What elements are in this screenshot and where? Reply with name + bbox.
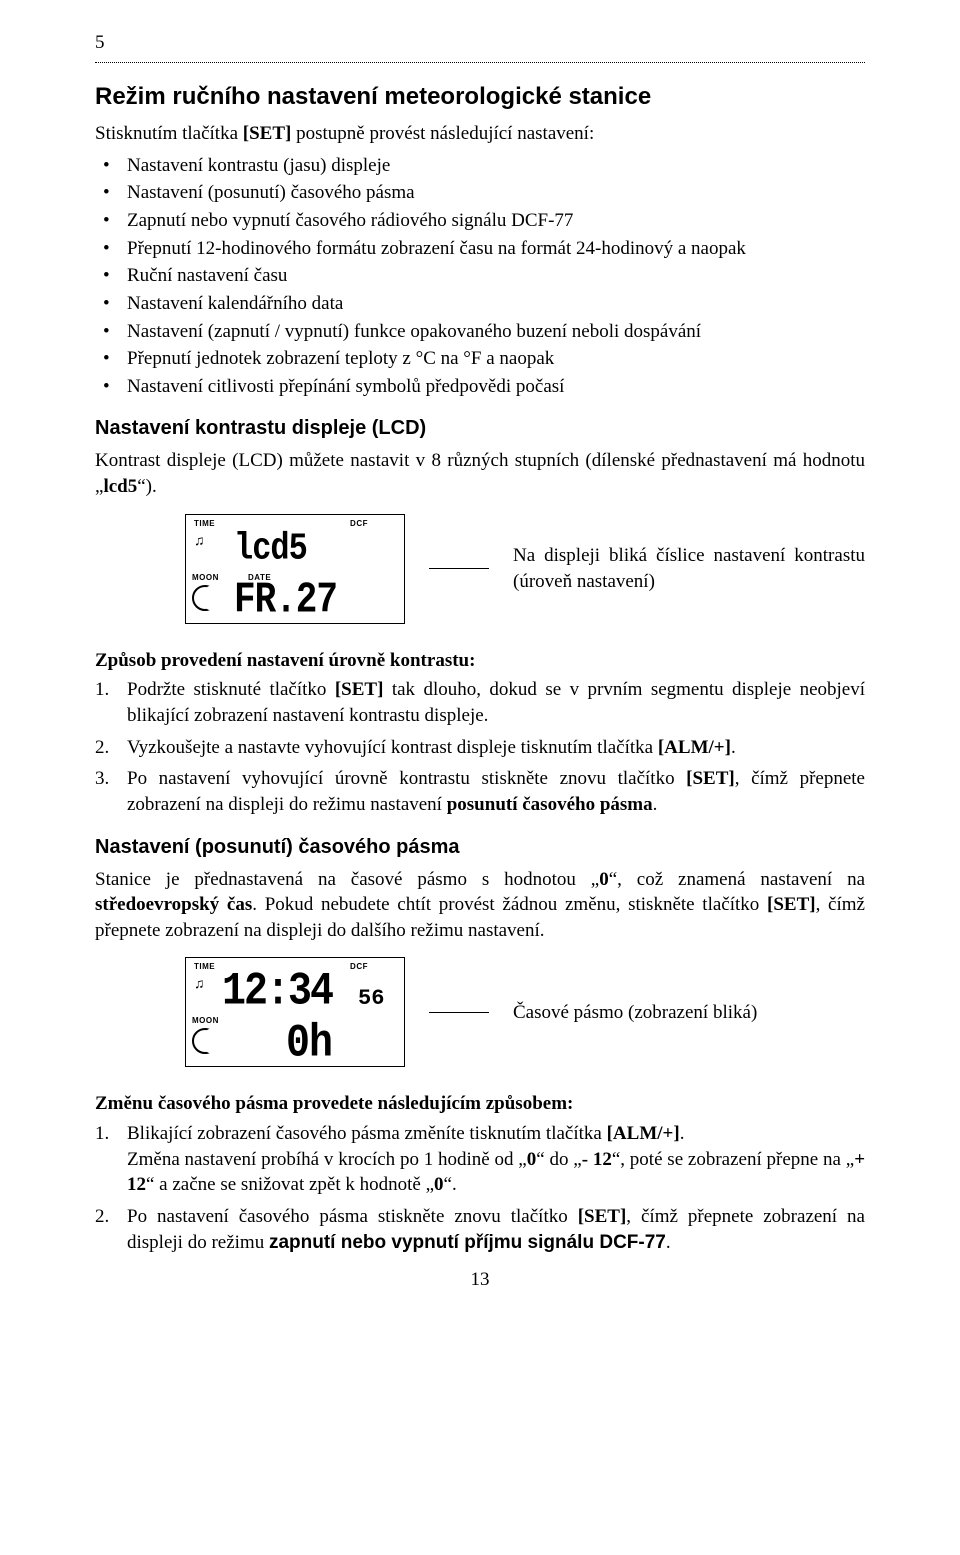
top-divider <box>95 62 865 63</box>
steps-timezone: 1.Blikající zobrazení časového pásma změ… <box>95 1121 865 1255</box>
heading-timezone: Nastavení (posunutí) časového pásma <box>95 834 865 861</box>
list-item: 2.Vyzkoušejte a nastavte vyhovující kont… <box>95 735 865 761</box>
steps-header-timezone: Změnu časového pásma provedete následují… <box>95 1091 865 1117</box>
page-number-bottom: 13 <box>95 1267 865 1293</box>
list-item: Přepnutí 12-hodinového formátu zobrazení… <box>95 236 865 262</box>
lcd-label-dcf: DCF <box>350 519 368 530</box>
list-item: Ruční nastavení času <box>95 263 865 289</box>
bell-icon: ♫ <box>194 533 205 552</box>
list-item: 1.Podržte stisknuté tlačítko [SET] tak d… <box>95 677 865 728</box>
contrast-paragraph: Kontrast displeje (LCD) můžete nastavit … <box>95 448 865 499</box>
step-text: Blikající zobrazení časového pásma změní… <box>127 1123 865 1195</box>
lcd-contrast-caption: Na displeji bliká číslice nastavení kont… <box>513 543 865 594</box>
lcd-contrast-row: TIME DCF MOON DATE ♫ lcd5 FR.27 Na displ… <box>95 514 865 624</box>
lcd-label-moon: MOON <box>192 573 219 584</box>
bell-icon: ♫ <box>194 976 205 995</box>
list-item: 2.Po nastavení časového pásma stiskněte … <box>95 1204 865 1255</box>
list-item: Nastavení (zapnutí / vypnutí) funkce opa… <box>95 319 865 345</box>
heading-contrast: Nastavení kontrastu displeje (LCD) <box>95 415 865 442</box>
page-number-top: 5 <box>95 30 865 56</box>
list-item: Přepnutí jednotek zobrazení teploty z °C… <box>95 346 865 372</box>
heading-main: Režim ručního nastavení meteorologické s… <box>95 81 865 113</box>
leader-line <box>429 568 489 569</box>
lcd-sub-value: 56 <box>358 984 384 1014</box>
lcd-timezone-illustration: TIME DCF MOON ♫ 12:34 56 0h <box>185 957 405 1067</box>
step-text: Vyzkoušejte a nastavte vyhovující kontra… <box>127 737 736 758</box>
lcd-bottom-value: FR.27 <box>234 572 337 630</box>
list-item: 1.Blikající zobrazení časového pásma změ… <box>95 1121 865 1198</box>
moon-icon <box>192 1028 218 1054</box>
moon-icon <box>192 585 218 611</box>
timezone-paragraph: Stanice je přednastavená na časové pásmo… <box>95 867 865 944</box>
lcd-label-dcf: DCF <box>350 962 368 973</box>
step-text: Podržte stisknuté tlačítko [SET] tak dlo… <box>127 679 865 726</box>
list-item: Nastavení kalendářního data <box>95 291 865 317</box>
leader-line <box>429 1012 489 1013</box>
list-item: 3.Po nastavení vyhovující úrovně kontras… <box>95 766 865 817</box>
step-text: Po nastavení vyhovující úrovně kontrastu… <box>127 768 865 815</box>
lcd-bottom-value: 0h <box>286 1014 332 1076</box>
lcd-label-time: TIME <box>194 962 215 973</box>
lcd-timezone-caption: Časové pásmo (zobrazení bliká) <box>513 1000 865 1026</box>
list-item: Nastavení citlivosti přepínání symbolů p… <box>95 374 865 400</box>
lcd-timezone-row: TIME DCF MOON ♫ 12:34 56 0h Časové pásmo… <box>95 957 865 1067</box>
lcd-top-value: lcd5 <box>234 522 307 574</box>
bullet-list: Nastavení kontrastu (jasu) displeje Nast… <box>95 153 865 400</box>
list-item: Nastavení (posunutí) časového pásma <box>95 180 865 206</box>
list-item: Nastavení kontrastu (jasu) displeje <box>95 153 865 179</box>
list-item: Zapnutí nebo vypnutí časového rádiového … <box>95 208 865 234</box>
steps-header-contrast: Způsob provedení nastavení úrovně kontra… <box>95 648 865 674</box>
step-text: Po nastavení časového pásma stiskněte zn… <box>127 1206 865 1253</box>
lcd-label-moon: MOON <box>192 1016 219 1027</box>
steps-contrast: 1.Podržte stisknuté tlačítko [SET] tak d… <box>95 677 865 817</box>
intro-paragraph: Stisknutím tlačítka [SET] postupně prové… <box>95 121 865 147</box>
lcd-label-time: TIME <box>194 519 215 530</box>
page-number-top-value: 5 <box>95 32 105 53</box>
lcd-contrast-illustration: TIME DCF MOON DATE ♫ lcd5 FR.27 <box>185 514 405 624</box>
